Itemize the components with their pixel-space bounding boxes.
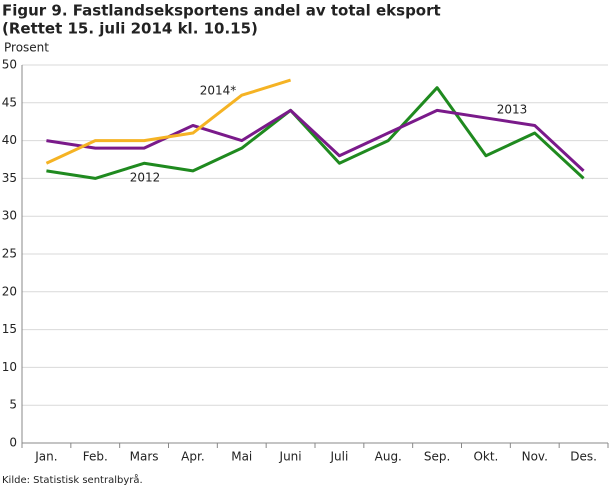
chart-title: Figur 9. Fastlandseksportens andel av to… <box>2 2 441 20</box>
y-tick-label: 15 <box>2 322 17 336</box>
x-tick-label: Okt. <box>473 450 498 464</box>
y-tick-label: 45 <box>2 95 17 109</box>
series-label: 2014* <box>200 84 237 98</box>
x-tick-label: Jan. <box>34 450 57 464</box>
x-tick-label: Nov. <box>522 450 548 464</box>
x-tick-label: Feb. <box>83 450 108 464</box>
series-label: 2012 <box>130 171 161 185</box>
source: Kilde: Statistisk sentralbyrå. <box>2 473 143 486</box>
x-tick-label: Apr. <box>181 450 204 464</box>
x-tick-label: Mars <box>130 450 159 464</box>
y-tick-label: 35 <box>2 171 17 185</box>
x-tick-label: Juli <box>330 450 349 464</box>
y-tick-label: 0 <box>9 436 17 450</box>
y-tick-label: 30 <box>2 209 17 223</box>
y-tick-label: 40 <box>2 133 17 147</box>
x-tick-label: Juni <box>279 450 302 464</box>
y-tick-label: 50 <box>2 58 17 72</box>
y-tick-label: 5 <box>9 398 17 412</box>
x-tick-label: Mai <box>231 450 252 464</box>
y-tick-label: 25 <box>2 247 17 261</box>
y-axis-label: Prosent <box>4 41 49 55</box>
series-label: 2013 <box>497 103 528 117</box>
series-line <box>46 108 585 172</box>
y-tick-label: 20 <box>2 284 17 298</box>
chart-subtitle: (Rettet 15. juli 2014 kl. 10.15) <box>2 20 258 38</box>
x-tick-label: Aug. <box>375 450 402 464</box>
series-line <box>45 78 292 165</box>
y-tick-label: 10 <box>2 360 17 374</box>
series-line <box>46 86 585 180</box>
x-tick-label: Des. <box>570 450 597 464</box>
x-tick-label: Sep. <box>424 450 450 464</box>
